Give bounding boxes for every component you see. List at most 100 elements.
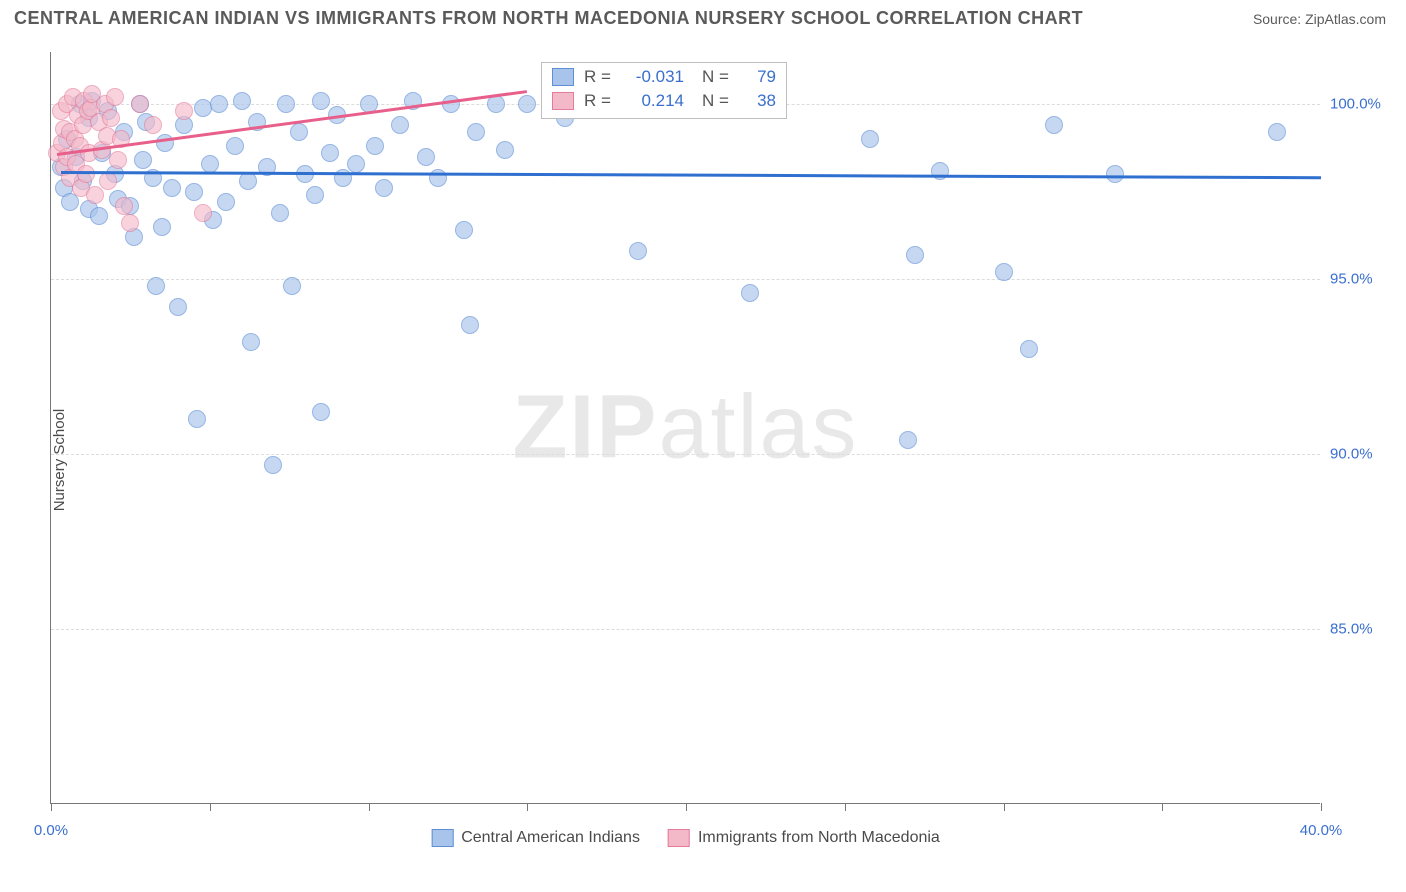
scatter-point <box>741 284 759 302</box>
y-tick-label: 100.0% <box>1330 96 1400 113</box>
scatter-point <box>283 277 301 295</box>
scatter-point <box>995 263 1013 281</box>
scatter-point <box>1268 123 1286 141</box>
scatter-point <box>99 172 117 190</box>
stat-r-value: 0.214 <box>628 91 684 111</box>
watermark: ZIPatlas <box>512 376 858 479</box>
y-tick-label: 90.0% <box>1330 446 1400 463</box>
scatter-point <box>210 95 228 113</box>
x-tick-label: 40.0% <box>1300 822 1343 839</box>
scatter-point <box>629 242 647 260</box>
scatter-point <box>442 95 460 113</box>
legend-item: Central American Indians <box>431 829 640 847</box>
x-tick-mark <box>845 803 846 811</box>
scatter-point <box>290 123 308 141</box>
scatter-point <box>366 137 384 155</box>
scatter-point <box>455 221 473 239</box>
stat-n-value: 38 <box>746 91 776 111</box>
scatter-point <box>163 179 181 197</box>
stat-r-label: R = <box>584 91 618 111</box>
scatter-point <box>188 410 206 428</box>
scatter-point <box>86 186 104 204</box>
x-tick-mark <box>1321 803 1322 811</box>
x-tick-mark <box>210 803 211 811</box>
scatter-point <box>906 246 924 264</box>
scatter-point <box>347 155 365 173</box>
scatter-point <box>306 186 324 204</box>
chart-title: CENTRAL AMERICAN INDIAN VS IMMIGRANTS FR… <box>14 8 1083 29</box>
scatter-point <box>899 431 917 449</box>
stat-n-label: N = <box>702 91 736 111</box>
scatter-point <box>169 298 187 316</box>
scatter-point <box>115 197 133 215</box>
legend-swatch <box>431 829 453 847</box>
scatter-point <box>134 151 152 169</box>
gridline-h <box>51 454 1320 455</box>
scatter-point <box>90 207 108 225</box>
scatter-point <box>375 179 393 197</box>
scatter-point <box>487 95 505 113</box>
scatter-point <box>861 130 879 148</box>
source-attribution: Source: ZipAtlas.com <box>1253 11 1386 27</box>
scatter-point <box>391 116 409 134</box>
stats-row: R = 0.214 N = 38 <box>552 89 776 113</box>
x-tick-label: 0.0% <box>34 822 68 839</box>
scatter-point <box>109 151 127 169</box>
scatter-point <box>277 95 295 113</box>
gridline-h <box>51 279 1320 280</box>
stats-row: R = -0.031 N = 79 <box>552 65 776 89</box>
scatter-point <box>1045 116 1063 134</box>
scatter-point <box>496 141 514 159</box>
scatter-point <box>217 193 235 211</box>
plot-area: ZIPatlas 100.0%95.0%90.0%85.0%0.0%40.0%R… <box>50 52 1320 804</box>
legend-swatch <box>668 829 690 847</box>
gridline-h <box>51 629 1320 630</box>
chart-container: Nursery School ZIPatlas 100.0%95.0%90.0%… <box>14 40 1392 880</box>
x-tick-mark <box>1004 803 1005 811</box>
scatter-point <box>194 204 212 222</box>
scatter-point <box>185 183 203 201</box>
stat-r-label: R = <box>584 67 618 87</box>
x-tick-mark <box>527 803 528 811</box>
stat-n-label: N = <box>702 67 736 87</box>
scatter-point <box>106 88 124 106</box>
scatter-point <box>175 102 193 120</box>
scatter-point <box>201 155 219 173</box>
scatter-point <box>102 109 120 127</box>
x-tick-mark <box>1162 803 1163 811</box>
scatter-point <box>931 162 949 180</box>
scatter-point <box>1020 340 1038 358</box>
scatter-point <box>233 92 251 110</box>
scatter-point <box>226 137 244 155</box>
scatter-point <box>77 165 95 183</box>
scatter-point <box>242 333 260 351</box>
scatter-point <box>239 172 257 190</box>
scatter-point <box>144 116 162 134</box>
scatter-point <box>271 204 289 222</box>
legend-label: Immigrants from North Macedonia <box>698 829 940 847</box>
stat-r-value: -0.031 <box>628 67 684 87</box>
scatter-point <box>467 123 485 141</box>
stats-legend-box: R = -0.031 N = 79 R = 0.214 N = 38 <box>541 62 787 119</box>
scatter-point <box>312 403 330 421</box>
scatter-point <box>121 214 139 232</box>
scatter-point <box>518 95 536 113</box>
scatter-point <box>312 92 330 110</box>
stat-n-value: 79 <box>746 67 776 87</box>
scatter-point <box>417 148 435 166</box>
legend-item: Immigrants from North Macedonia <box>668 829 940 847</box>
bottom-legend: Central American Indians Immigrants from … <box>431 829 940 847</box>
x-tick-mark <box>51 803 52 811</box>
y-tick-label: 95.0% <box>1330 271 1400 288</box>
scatter-point <box>461 316 479 334</box>
scatter-point <box>264 456 282 474</box>
legend-label: Central American Indians <box>461 829 640 847</box>
y-tick-label: 85.0% <box>1330 621 1400 638</box>
x-tick-mark <box>686 803 687 811</box>
scatter-point <box>321 144 339 162</box>
legend-swatch <box>552 68 574 86</box>
x-tick-mark <box>369 803 370 811</box>
legend-swatch <box>552 92 574 110</box>
scatter-point <box>131 95 149 113</box>
scatter-point <box>153 218 171 236</box>
